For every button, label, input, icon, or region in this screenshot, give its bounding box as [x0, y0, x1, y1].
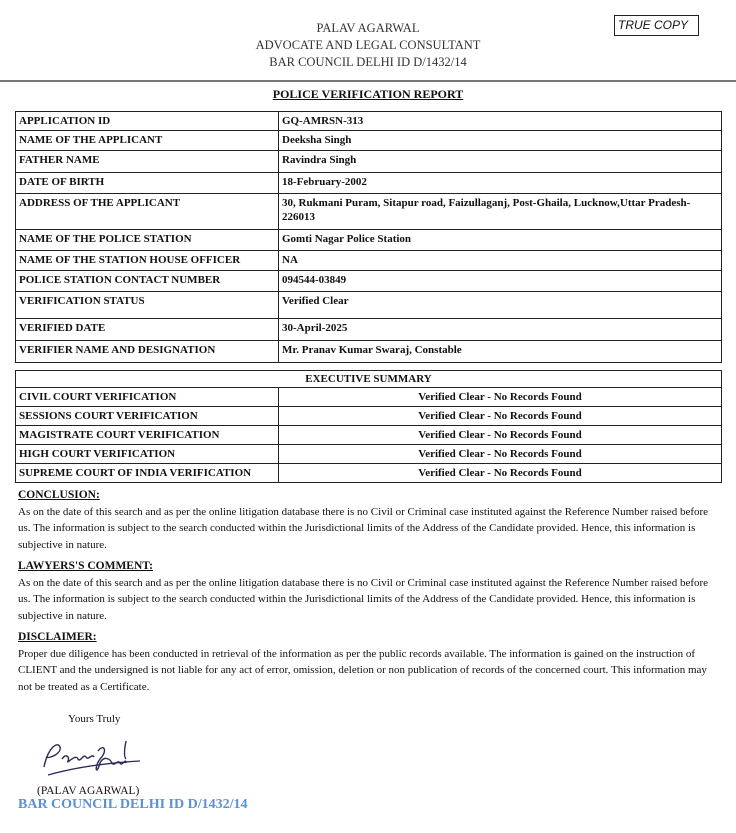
- detail-row: NAME OF THE STATION HOUSE OFFICER NA: [15, 250, 722, 271]
- header-divider: [0, 80, 736, 82]
- lawyers-comment-text: As on the date of this search and as per…: [18, 576, 709, 622]
- disclaimer-text: Proper due diligence has been conducted …: [18, 647, 707, 693]
- summary-row: SESSIONS COURT VERIFICATION Verified Clea…: [15, 406, 722, 426]
- detail-row: ADDRESS OF THE APPLICANT 30, Rukmani Pura…: [15, 193, 722, 230]
- detail-row: POLICE STATION CONTACT NUMBER 094544-0384…: [15, 270, 722, 292]
- summary-label: MAGISTRATE COURT VERIFICATION: [15, 425, 279, 445]
- conclusion-heading: CONCLUSION:: [18, 489, 100, 501]
- detail-row: VERIFIER NAME AND DESIGNATION Mr. Pranav …: [15, 340, 722, 363]
- detail-value: Ravindra Singh: [278, 150, 722, 173]
- detail-row: FATHER NAME Ravindra Singh: [15, 150, 722, 173]
- conclusion-text: As on the date of this search and as per…: [18, 505, 709, 551]
- advocate-designation: ADVOCATE AND LEGAL CONSULTANT: [255, 38, 481, 52]
- summary-value: Verified Clear - No Records Found: [278, 425, 722, 445]
- signature-image: [43, 740, 141, 776]
- letterhead: PALAV AGARWAL ADVOCATE AND LEGAL CONSULT…: [0, 20, 736, 71]
- detail-row: APPLICATION ID GQ-AMRSN-313: [15, 111, 722, 131]
- detail-value: Gomti Nagar Police Station: [278, 229, 722, 251]
- detail-value: 18-February-2002: [278, 172, 722, 194]
- summary-value: Verified Clear - No Records Found: [278, 463, 722, 483]
- detail-row: NAME OF THE POLICE STATION Gomti Nagar Po…: [15, 229, 722, 251]
- detail-value: Verified Clear: [278, 291, 722, 319]
- detail-row: DATE OF BIRTH 18-February-2002: [15, 172, 722, 194]
- summary-row: MAGISTRATE COURT VERIFICATION Verified Cl…: [15, 425, 722, 445]
- report-title: POLICE VERIFICATION REPORT: [272, 87, 464, 101]
- detail-value: GQ-AMRSN-313: [278, 111, 722, 131]
- detail-label: VERIFIED DATE: [15, 318, 279, 341]
- details-table: APPLICATION ID GQ-AMRSN-313 NAME OF THE AP…: [15, 111, 722, 363]
- detail-value: 094544-03849: [278, 270, 722, 292]
- detail-label: VERIFIER NAME AND DESIGNATION: [15, 340, 279, 363]
- detail-label: NAME OF THE POLICE STATION: [15, 229, 279, 251]
- summary-title: EXECUTIVE SUMMARY: [15, 370, 722, 388]
- detail-value: NA: [278, 250, 722, 271]
- detail-value: 30, Rukmani Puram, Sitapur road, Faizull…: [278, 193, 722, 230]
- summary-value: Verified Clear - No Records Found: [278, 387, 722, 407]
- detail-label: FATHER NAME: [15, 150, 279, 173]
- detail-row: VERIFIED DATE 30-April-2025: [15, 318, 722, 341]
- detail-value: Mr. Pranav Kumar Swaraj, Constable: [278, 340, 722, 363]
- advocate-name: PALAV AGARWAL: [316, 21, 420, 35]
- signatory-name: (PALAV AGARWAL): [37, 785, 140, 797]
- conclusion-section: CONCLUSION: As on the date of this searc…: [18, 487, 718, 553]
- disclaimer-heading: DISCLAIMER:: [18, 631, 97, 643]
- detail-label: NAME OF THE STATION HOUSE OFFICER: [15, 250, 279, 271]
- true-copy-stamp: TRUE COPY: [614, 15, 699, 36]
- closing: Yours Truly: [68, 713, 121, 725]
- summary-row: CIVIL COURT VERIFICATION Verified Clear -…: [15, 387, 722, 407]
- footer-bar-id: BAR COUNCIL DELHI ID D/1432/14: [18, 797, 248, 812]
- advocate-bar-id: BAR COUNCIL DELHI ID D/1432/14: [269, 55, 467, 69]
- detail-label: NAME OF THE APPLICANT: [15, 130, 279, 151]
- summary-label: CIVIL COURT VERIFICATION: [15, 387, 279, 407]
- detail-value: Deeksha Singh: [278, 130, 722, 151]
- detail-label: POLICE STATION CONTACT NUMBER: [15, 270, 279, 292]
- lawyers-comment-section: LAWYERS'S COMMENT: As on the date of thi…: [18, 558, 718, 624]
- summary-row: SUPREME COURT OF INDIA VERIFICATION Verif…: [15, 463, 722, 483]
- summary-value: Verified Clear - No Records Found: [278, 406, 722, 426]
- detail-row: VERIFICATION STATUS Verified Clear: [15, 291, 722, 319]
- detail-label: DATE OF BIRTH: [15, 172, 279, 194]
- detail-value: 30-April-2025: [278, 318, 722, 341]
- summary-label: SUPREME COURT OF INDIA VERIFICATION: [15, 463, 279, 483]
- summary-label: SESSIONS COURT VERIFICATION: [15, 406, 279, 426]
- disclaimer-section: DISCLAIMER: Proper due diligence has bee…: [18, 629, 718, 695]
- summary-row: HIGH COURT VERIFICATION Verified Clear - …: [15, 444, 722, 464]
- lawyers-comment-heading: LAWYERS'S COMMENT:: [18, 560, 153, 572]
- detail-label: APPLICATION ID: [15, 111, 279, 131]
- detail-label: VERIFICATION STATUS: [15, 291, 279, 319]
- executive-summary-table: EXECUTIVE SUMMARY CIVIL COURT VERIFICATIO…: [15, 370, 722, 483]
- detail-row: NAME OF THE APPLICANT Deeksha Singh: [15, 130, 722, 151]
- detail-label: ADDRESS OF THE APPLICANT: [15, 193, 279, 230]
- summary-label: HIGH COURT VERIFICATION: [15, 444, 279, 464]
- summary-value: Verified Clear - No Records Found: [278, 444, 722, 464]
